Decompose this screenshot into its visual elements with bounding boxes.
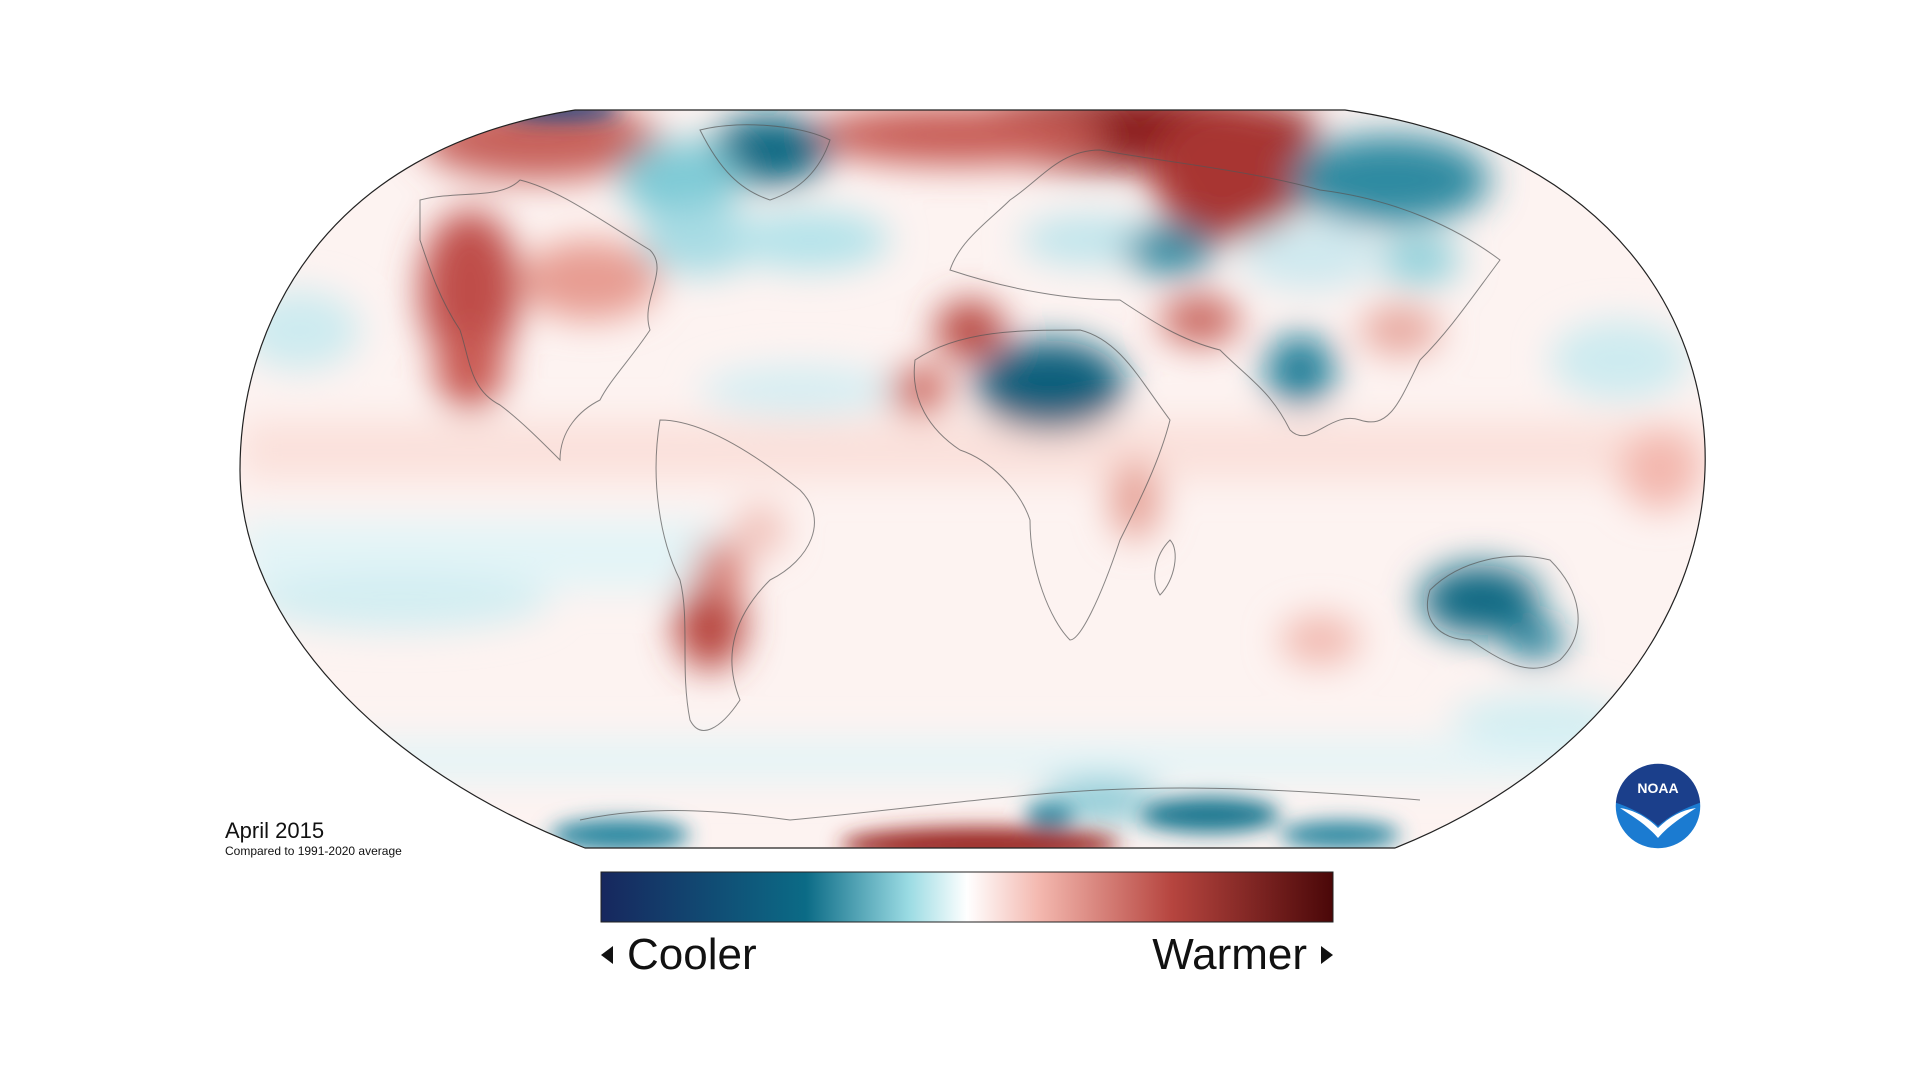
coastlines (419, 124, 1579, 821)
color-scale: Cooler Warmer (601, 872, 1333, 990)
map-caption: April 2015 Compared to 1991-2020 average (225, 818, 402, 859)
color-scale-bar (600, 871, 1334, 923)
anomaly-field (240, 110, 1706, 848)
left-arrow-icon (601, 946, 613, 964)
noaa-logo-icon: NOAA (1614, 762, 1702, 850)
warmer-label: Warmer (1152, 930, 1307, 979)
warmer-label-group: Warmer (1152, 930, 1333, 980)
caption-subtitle: Compared to 1991-2020 average (225, 844, 402, 858)
noaa-logo-text: NOAA (1637, 780, 1678, 796)
scale-labels: Cooler Warmer (601, 930, 1333, 990)
caption-title: April 2015 (225, 818, 325, 843)
cooler-label-group: Cooler (601, 930, 757, 980)
map-outline (239, 109, 1706, 849)
cooler-label: Cooler (627, 930, 757, 979)
right-arrow-icon (1321, 946, 1333, 964)
